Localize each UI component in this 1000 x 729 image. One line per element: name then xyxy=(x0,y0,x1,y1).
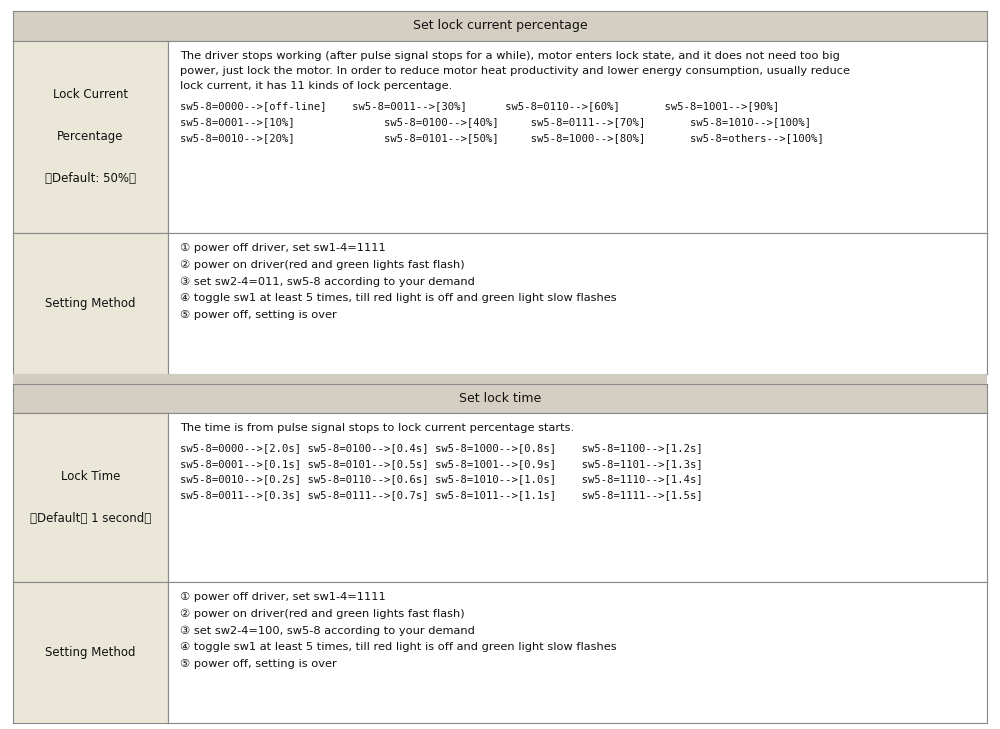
Text: ⑤ power off, setting is over: ⑤ power off, setting is over xyxy=(180,310,337,320)
Text: The driver stops working (after pulse signal stops for a while), motor enters lo: The driver stops working (after pulse si… xyxy=(180,51,840,61)
Text: ② power on driver(red and green lights fast flash): ② power on driver(red and green lights f… xyxy=(180,609,465,619)
Text: ① power off driver, set sw1-4=1111: ① power off driver, set sw1-4=1111 xyxy=(180,243,386,253)
Text: The time is from pulse signal stops to lock current percentage starts.: The time is from pulse signal stops to l… xyxy=(180,424,574,433)
Text: ⑤ power off, setting is over: ⑤ power off, setting is over xyxy=(180,659,337,669)
Text: sw5-8=0000-->[2.0s] sw5-8=0100-->[0.4s] sw5-8=1000-->[0.8s]    sw5-8=1100-->[1.2: sw5-8=0000-->[2.0s] sw5-8=0100-->[0.4s] … xyxy=(180,443,703,453)
Text: ④ toggle sw1 at least 5 times, till red light is off and green light slow flashe: ④ toggle sw1 at least 5 times, till red … xyxy=(180,293,617,303)
Text: Setting Method: Setting Method xyxy=(45,646,136,659)
Text: sw5-8=0010-->[20%]              sw5-8=0101-->[50%]     sw5-8=1000-->[80%]       : sw5-8=0010-->[20%] sw5-8=0101-->[50%] sw… xyxy=(180,133,824,143)
Text: sw5-8=0010-->[0.2s] sw5-8=0110-->[0.6s] sw5-8=1010-->[1.0s]    sw5-8=1110-->[1.4: sw5-8=0010-->[0.2s] sw5-8=0110-->[0.6s] … xyxy=(180,475,703,484)
Text: Lock Current

Percentage

（Default: 50%）: Lock Current Percentage （Default: 50%） xyxy=(45,88,136,185)
Text: lock current, it has 11 kinds of lock percentage.: lock current, it has 11 kinds of lock pe… xyxy=(180,81,453,91)
Text: Set lock current percentage: Set lock current percentage xyxy=(413,20,587,32)
Text: sw5-8=0001-->[10%]              sw5-8=0100-->[40%]     sw5-8=0111-->[70%]       : sw5-8=0001-->[10%] sw5-8=0100-->[40%] sw… xyxy=(180,117,811,127)
Text: ③ set sw2-4=011, sw5-8 according to your demand: ③ set sw2-4=011, sw5-8 according to your… xyxy=(180,276,475,287)
Text: power, just lock the motor. In order to reduce motor heat productivity and lower: power, just lock the motor. In order to … xyxy=(180,66,850,76)
Text: Setting Method: Setting Method xyxy=(45,297,136,310)
Text: ③ set sw2-4=100, sw5-8 according to your demand: ③ set sw2-4=100, sw5-8 according to your… xyxy=(180,625,475,636)
Text: ④ toggle sw1 at least 5 times, till red light is off and green light slow flashe: ④ toggle sw1 at least 5 times, till red … xyxy=(180,642,617,652)
Text: sw5-8=0001-->[0.1s] sw5-8=0101-->[0.5s] sw5-8=1001-->[0.9s]    sw5-8=1101-->[1.3: sw5-8=0001-->[0.1s] sw5-8=0101-->[0.5s] … xyxy=(180,459,703,469)
Text: Lock Time

（Default： 1 second）: Lock Time （Default： 1 second） xyxy=(30,470,151,525)
Text: Set lock time: Set lock time xyxy=(459,392,541,405)
Text: sw5-8=0000-->[off-line]    sw5-8=0011-->[30%]      sw5-8=0110-->[60%]       sw5-: sw5-8=0000-->[off-line] sw5-8=0011-->[30… xyxy=(180,101,780,111)
Text: ② power on driver(red and green lights fast flash): ② power on driver(red and green lights f… xyxy=(180,260,465,270)
Text: ① power off driver, set sw1-4=1111: ① power off driver, set sw1-4=1111 xyxy=(180,592,386,602)
Text: sw5-8=0011-->[0.3s] sw5-8=0111-->[0.7s] sw5-8=1011-->[1.1s]    sw5-8=1111-->[1.5: sw5-8=0011-->[0.3s] sw5-8=0111-->[0.7s] … xyxy=(180,490,703,500)
